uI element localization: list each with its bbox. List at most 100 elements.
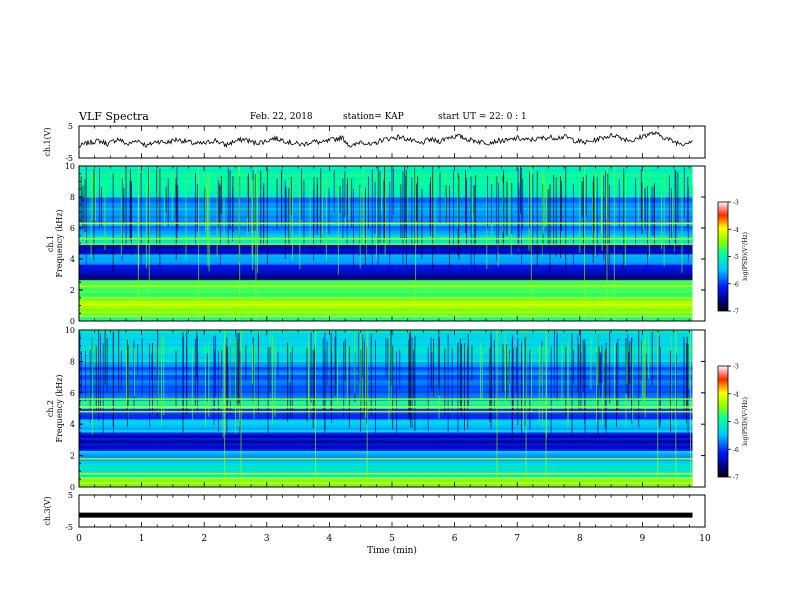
spectrogram-band <box>79 171 693 175</box>
spectrogram-streak <box>344 171 346 217</box>
spectrogram-streak <box>581 181 583 217</box>
spectrogram-streak <box>402 171 404 264</box>
spectrogram-band <box>79 230 693 234</box>
spectrogram-streak <box>359 333 361 408</box>
spectrogram-streak <box>681 186 683 273</box>
colorbar-tick-label: -7 <box>733 475 739 482</box>
spectrogram-streak <box>600 187 602 234</box>
spectrogram-streak <box>400 184 402 239</box>
impulse-spike <box>224 330 226 487</box>
spectrogram-streak <box>368 176 369 230</box>
spectrogram-streak <box>284 180 286 222</box>
spectrogram-band <box>79 424 693 428</box>
y-tick-label: 5 <box>68 491 73 500</box>
colorbar-tick-label: -7 <box>733 309 739 316</box>
spectrogram-streak <box>343 341 345 418</box>
spectrogram-band <box>79 300 693 304</box>
ch1-colorbar: -3 -4 -5 -6 -7 log(PSD)(V²/Hz) <box>717 200 749 316</box>
spectrogram-streak <box>590 337 592 389</box>
spectrogram-band <box>79 295 693 299</box>
x-tick-label: 10 <box>699 534 711 544</box>
spectrogram-streak <box>629 341 631 385</box>
impulse-spike <box>137 166 139 321</box>
spectrogram-streak <box>605 351 607 397</box>
spectrogram-band <box>79 251 693 255</box>
spectrogram-band <box>79 184 693 188</box>
spectrogram-streak <box>671 188 673 238</box>
impulse-spike <box>657 330 659 487</box>
spectrogram-streak <box>511 182 513 235</box>
spectrogram-streak <box>176 166 178 241</box>
spectrogram-streak <box>219 185 221 271</box>
spectrogram-streak <box>377 166 379 268</box>
spectrogram-streak <box>104 186 106 251</box>
spectrogram-streak <box>194 173 196 249</box>
spectrogram-streak <box>393 168 395 215</box>
spectrogram-streak <box>141 337 143 397</box>
spectrogram-band <box>79 194 693 198</box>
spectrogram-streak <box>358 331 360 383</box>
spectrogram-streak <box>185 184 187 260</box>
spectrogram-streak <box>163 336 165 415</box>
spectrogram-streak <box>521 167 523 266</box>
spectrogram-streak <box>596 346 598 424</box>
spectrogram-streak <box>229 336 231 401</box>
spectrogram-streak <box>447 334 449 433</box>
spectrogram-streak <box>638 179 640 223</box>
spectrogram-streak <box>167 178 169 227</box>
spectrogram-band <box>79 217 693 221</box>
spectrogram-streak <box>352 189 354 271</box>
spectrogram-band <box>79 222 693 226</box>
spectrogram-streak <box>614 342 615 410</box>
spectrogram-streak <box>151 353 153 380</box>
spectrogram-band <box>79 212 693 216</box>
colorbar-tick-label: -6 <box>733 281 739 288</box>
spectrogram-streak <box>647 185 648 269</box>
spectrogram-streak <box>626 345 628 384</box>
spectrogram-streak <box>608 184 610 266</box>
spectrogram-streak <box>277 351 279 379</box>
spectrogram-streak <box>258 332 259 415</box>
spectrogram-streak <box>266 168 268 265</box>
spectrogram-streak <box>388 335 390 425</box>
spectrogram-streak <box>572 183 574 267</box>
spectrogram-band <box>79 315 693 319</box>
spectrogram-streak <box>601 345 603 384</box>
spectrogram-streak <box>486 175 488 230</box>
spectrogram-streak <box>643 339 645 409</box>
spectrogram-streak <box>330 332 332 413</box>
spectrogram-streak <box>217 180 219 228</box>
impulse-spike <box>584 166 586 321</box>
spectrogram-streak <box>593 175 595 231</box>
y-tick-label: 4 <box>70 420 75 429</box>
spectrogram-streak <box>194 339 196 407</box>
spectrogram-streak <box>653 186 655 237</box>
spectrogram-band <box>79 189 693 193</box>
spectrogram-streak <box>413 349 415 400</box>
spectrogram-streak <box>309 183 311 242</box>
spectrogram-streak <box>460 343 462 417</box>
spectrogram-band <box>79 297 693 301</box>
spectrogram-streak <box>289 343 291 383</box>
spectrogram-streak <box>580 352 582 412</box>
spectrogram-streak <box>321 181 323 236</box>
spectrogram-streak <box>597 331 599 386</box>
y-tick-label: -5 <box>65 523 73 532</box>
spectrogram-streak <box>375 339 376 434</box>
spectrogram-streak <box>638 330 640 427</box>
impulse-spike <box>366 330 368 487</box>
spectrogram-streak <box>106 338 108 393</box>
y-tick-label: 4 <box>70 255 75 264</box>
spectrogram-band <box>79 256 693 260</box>
spectrogram-streak <box>592 180 593 243</box>
spectrogram-streak <box>627 334 629 396</box>
spectrogram-streak <box>348 185 350 220</box>
spectrogram-streak <box>95 345 97 413</box>
spectrogram-streak <box>602 346 604 424</box>
spectrogram-band <box>79 292 693 296</box>
spectrogram-streak <box>408 340 410 420</box>
spectrogram-streak <box>375 171 377 259</box>
spectrogram-streak <box>406 187 408 223</box>
spectrogram-streak <box>687 344 689 437</box>
